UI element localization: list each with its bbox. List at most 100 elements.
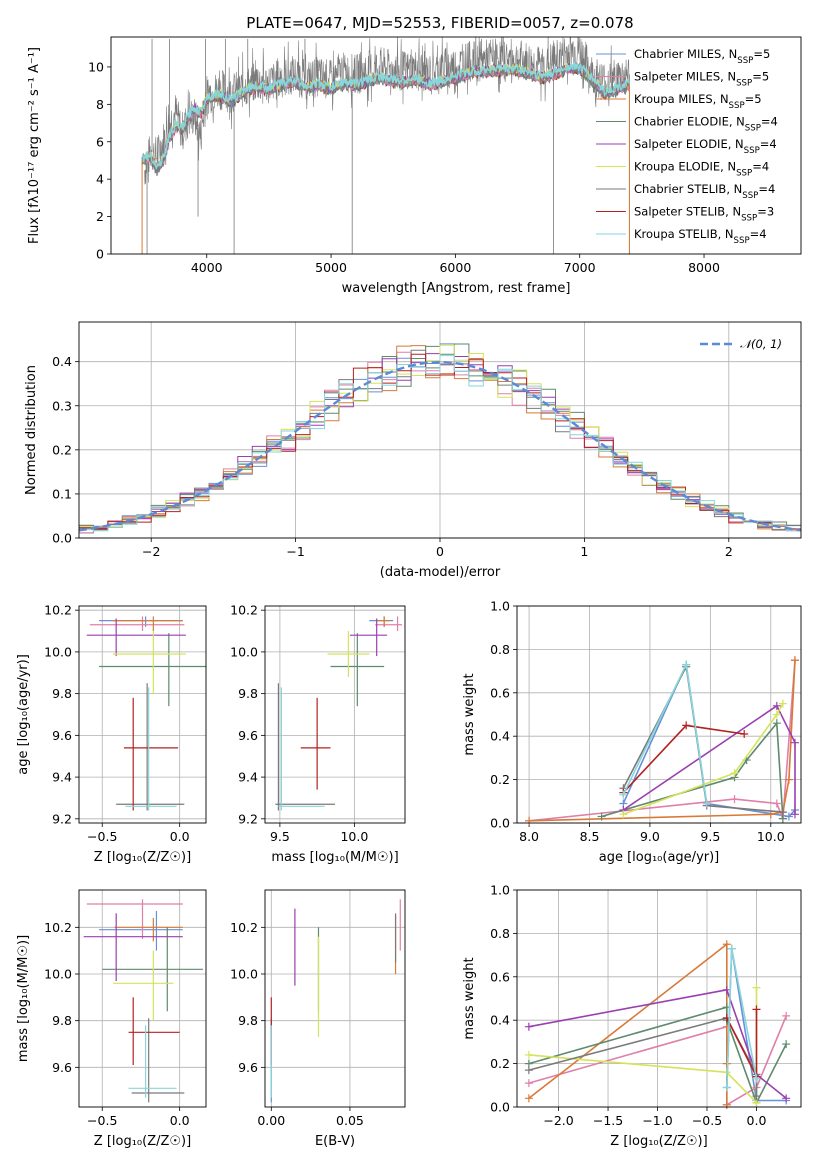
- y-tick-label: 0.6: [490, 685, 510, 700]
- errorbar-point: [125, 687, 177, 811]
- errorbar-point: [89, 616, 185, 632]
- y-axis-label: Normed distribution: [24, 365, 39, 495]
- y-tick-label: 0.6: [490, 969, 510, 984]
- y-tick-label: 1.0: [490, 883, 510, 898]
- legend-entry: Chabrier ELODIE, NSSP=4: [634, 115, 778, 134]
- weight-vs-age-panel: 8.0 8.5 9.0 9.5 10.0 0.0 0.2 0.4 0.6 0.8 1.0 age [l…: [462, 599, 802, 865]
- histogram-series-7: [79, 353, 801, 530]
- y-tick-label: 6: [96, 134, 104, 149]
- y-tick-label: 2: [96, 209, 104, 224]
- weight-marker: [790, 810, 799, 819]
- errorbar-point: [275, 683, 335, 811]
- age-vs-mass-panel: 9.5 10.0 9.2 9.4 9.6 9.8 10.0 10.2 mass [log₁₀(M…: [230, 603, 406, 865]
- weight-marker: [784, 812, 793, 821]
- y-tick-label: 8: [96, 97, 104, 112]
- axes-frame: [516, 605, 802, 824]
- legend-entry: Kroupa STELIB, NSSP=4: [634, 227, 767, 246]
- errorbar-point: [116, 683, 185, 811]
- x-axis-label: age [log₁₀(age/yr)]: [599, 850, 720, 865]
- weight-series-4: [528, 988, 787, 1099]
- x-tick-label: 0.0: [170, 1113, 190, 1128]
- weight-series-3: [601, 721, 784, 819]
- y-tick-label: 0.0: [490, 1100, 510, 1115]
- y-axis-label: mass [log₁₀(M/M☉)]: [16, 935, 31, 1062]
- weight-marker: [524, 1066, 533, 1075]
- legend-entry: Salpeter STELIB, NSSP=3: [634, 205, 774, 224]
- errorbar-point: [128, 997, 180, 1065]
- x-axis-label: mass [log₁₀(M/M☉)]: [271, 850, 398, 865]
- y-tick-label: 9.2: [238, 811, 258, 826]
- errorbar-point: [113, 616, 183, 632]
- y-tick-label: 10.0: [230, 967, 258, 982]
- x-tick-label: 2: [725, 544, 733, 559]
- x-tick-label: 1: [580, 544, 588, 559]
- legend-entry: Salpeter MILES, NSSP=5: [634, 70, 769, 89]
- y-tick-label: 0.3: [52, 398, 72, 413]
- weight-marker: [524, 1094, 533, 1103]
- x-tick-label: 9.5: [270, 829, 290, 844]
- weight-marker: [782, 1040, 791, 1049]
- axes-frame: [264, 605, 406, 824]
- residuals-panel: −2 −1 0 1 2 0.0 0.1 0.2 0.3 0.4 𝒩(0, 1) (data-model…: [24, 321, 802, 580]
- weight-marker: [772, 799, 781, 808]
- x-tick-label: 0.00: [257, 1113, 285, 1128]
- weight-marker: [752, 1092, 761, 1101]
- errorbar-point: [113, 631, 186, 694]
- weight-marker: [778, 808, 787, 817]
- axes-frame: [78, 321, 802, 539]
- errorbar-point: [86, 618, 186, 657]
- x-axis-label: Z [log₁₀(Z/Z☉)]: [94, 850, 191, 865]
- age-vs-Z-panel: −0.5 0.0 9.2 9.4 9.6 9.8 10.0 10.2 Z [log₁₀(Z/Z☉…: [16, 603, 207, 865]
- weight-marker: [525, 816, 534, 825]
- errorbar-point: [376, 616, 391, 627]
- x-tick-label: 7000: [564, 260, 596, 275]
- x-tick-label: −0.5: [692, 1113, 722, 1128]
- y-tick-label: 9.8: [52, 686, 72, 701]
- y-tick-label: 10.0: [230, 644, 258, 659]
- x-tick-label: −1: [286, 544, 304, 559]
- y-tick-label: 0.4: [490, 1013, 510, 1028]
- y-tick-label: 10.2: [230, 920, 258, 935]
- x-tick-label: 0: [436, 544, 444, 559]
- weight-marker: [727, 944, 736, 953]
- y-axis-label: mass weight: [462, 957, 477, 1039]
- x-tick-label: −1.0: [642, 1113, 672, 1128]
- y-tick-label: 10.2: [230, 603, 258, 618]
- y-tick-label: 0.4: [490, 729, 510, 744]
- x-tick-label: 6000: [439, 260, 471, 275]
- mass-vs-ebv-panel: 0.00 0.05 9.6 9.8 10.0 10.2 E(B-V): [230, 889, 406, 1149]
- y-tick-label: 10.0: [44, 967, 72, 982]
- errorbar-point: [278, 687, 325, 811]
- y-tick-label: 0.2: [490, 1056, 510, 1071]
- errorbar-point: [99, 911, 183, 951]
- y-tick-label: 4: [96, 172, 104, 187]
- normal-curve: [79, 360, 801, 532]
- legend-entry: 𝒩(0, 1): [740, 337, 782, 351]
- x-axis-label: Z [log₁₀(Z/Z☉)]: [610, 1134, 707, 1149]
- mass-vs-Z-panel: −0.5 0.0 9.6 9.8 10.0 10.2 Z [log₁₀(Z/Z☉)] mass…: [16, 889, 207, 1149]
- weight-marker: [772, 701, 781, 710]
- weight-marker: [524, 1079, 533, 1088]
- x-tick-label: 10.0: [340, 829, 368, 844]
- y-tick-label: 10: [88, 59, 104, 74]
- errorbar-point: [114, 918, 183, 942]
- weight-marker: [597, 812, 606, 821]
- y-tick-label: 1.0: [490, 599, 510, 614]
- weight-marker: [772, 710, 781, 719]
- x-tick-label: −2.0: [543, 1113, 573, 1128]
- weight-series-4: [622, 704, 796, 815]
- y-tick-label: 10.0: [44, 644, 72, 659]
- x-tick-label: 9.5: [700, 829, 720, 844]
- errorbar-point: [128, 1025, 177, 1098]
- x-tick-label: −2: [142, 544, 160, 559]
- x-axis-label: Z [log₁₀(Z/Z☉)]: [94, 1134, 191, 1149]
- y-tick-label: 9.6: [238, 728, 258, 743]
- weight-marker: [682, 660, 691, 669]
- axes-frame: [110, 36, 802, 255]
- y-tick-label: 0.2: [52, 442, 72, 457]
- histogram-series-2: [79, 345, 801, 532]
- weight-marker: [524, 1022, 533, 1031]
- errorbar-point: [349, 618, 388, 657]
- weight-marker: [782, 1094, 791, 1103]
